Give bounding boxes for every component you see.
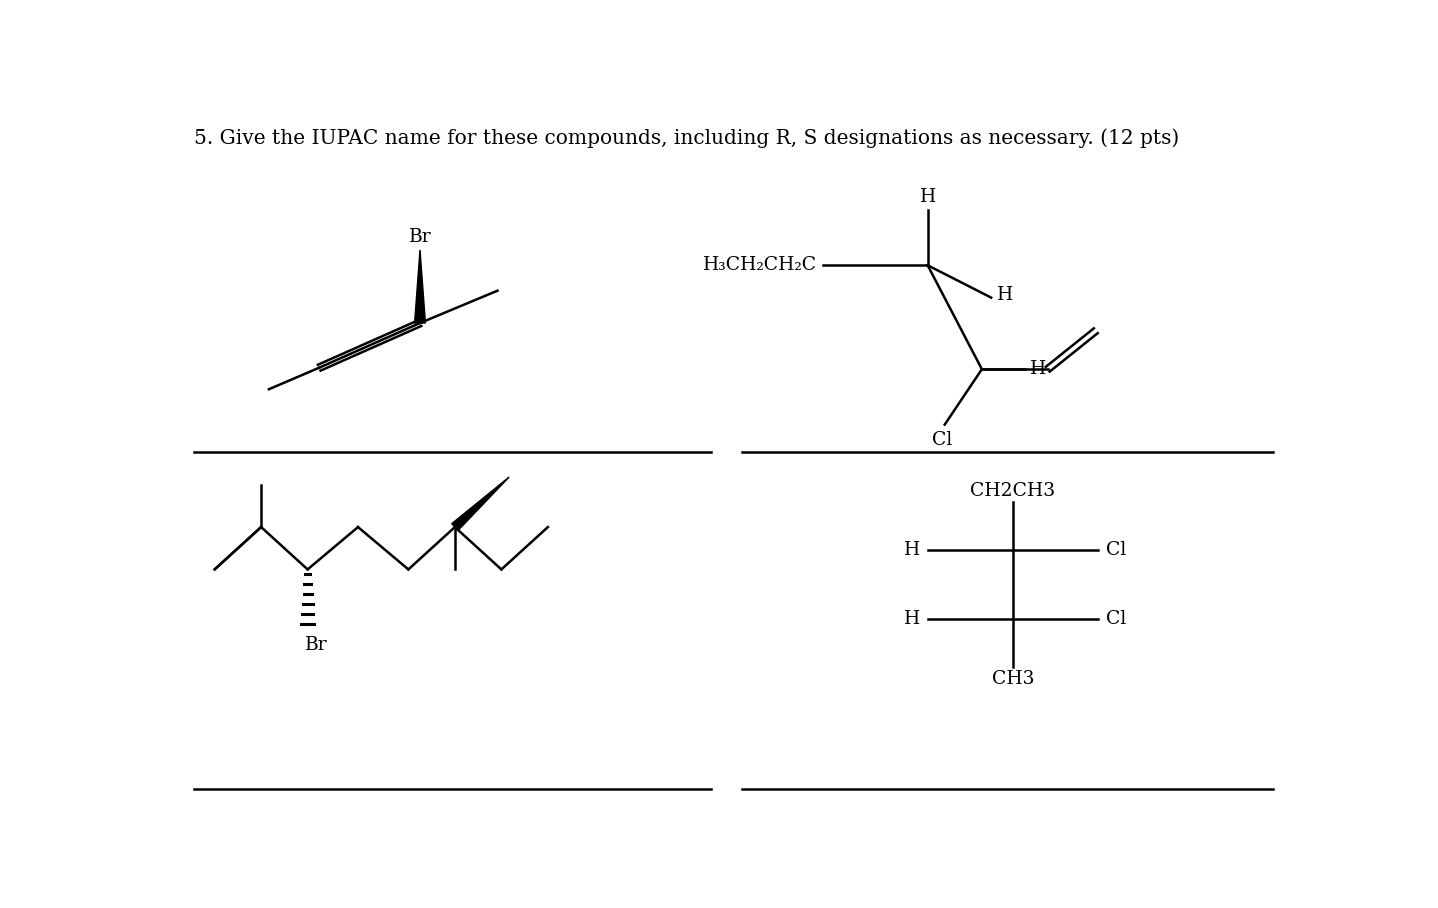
Text: Cl: Cl [1106,610,1126,628]
Text: Br: Br [408,228,431,246]
Text: H: H [903,610,920,628]
Text: H: H [1030,360,1047,379]
Text: H: H [997,285,1012,303]
Text: H₃CH₂CH₂C: H₃CH₂CH₂C [703,256,817,274]
Polygon shape [414,250,426,323]
Text: Cl: Cl [1106,541,1126,559]
Text: H: H [903,541,920,559]
Text: H: H [919,188,936,206]
Text: Br: Br [305,636,328,654]
Text: CH3: CH3 [992,669,1034,687]
Text: CH2CH3: CH2CH3 [971,482,1055,500]
Text: 5. Give the IUPAC name for these compounds, including R, S designations as neces: 5. Give the IUPAC name for these compoun… [194,128,1179,148]
Polygon shape [452,477,509,530]
Text: Cl: Cl [932,430,952,449]
